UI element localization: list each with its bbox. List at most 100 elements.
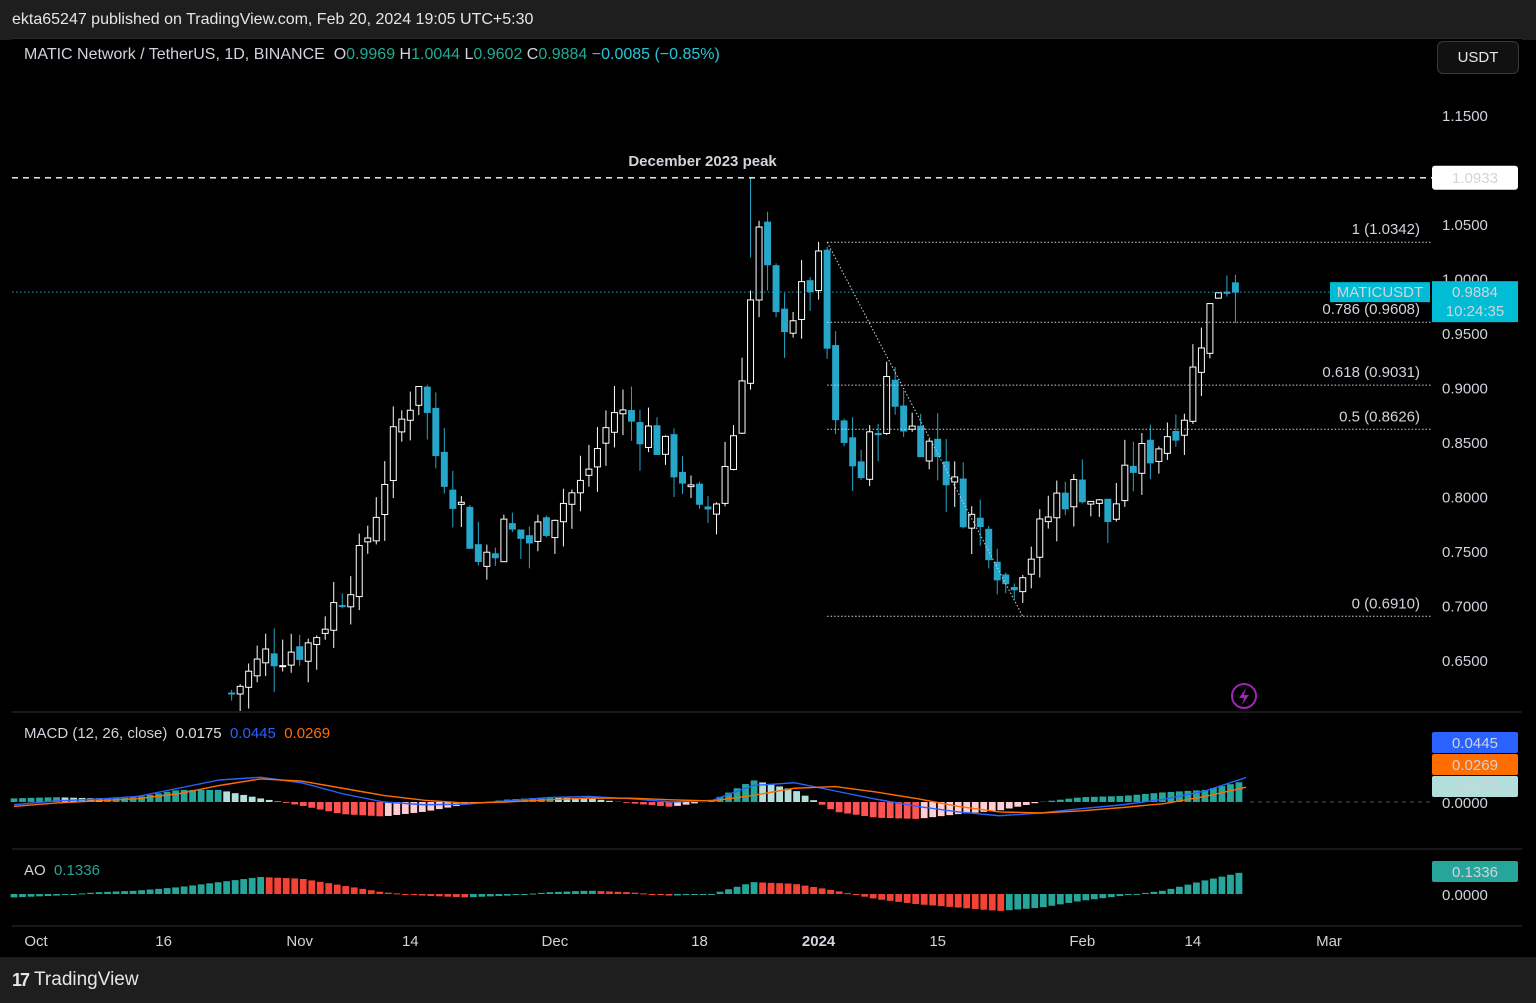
ao-value-badge (1432, 861, 1518, 882)
candle-body (866, 431, 874, 480)
macd-histogram-bar (1099, 796, 1107, 802)
macd-histogram-bar (1141, 793, 1149, 802)
price-tick-label: 0.8000 (1442, 490, 1488, 507)
candle-body (1146, 439, 1154, 464)
candle-body (483, 551, 491, 567)
candle-body (602, 427, 610, 444)
macd-histogram-bar (988, 802, 996, 812)
ao-bar (231, 880, 239, 894)
macd-histogram-bar (640, 802, 647, 805)
candle-body (806, 280, 814, 293)
candle-body (423, 386, 431, 413)
macd-histogram-bar (878, 802, 886, 818)
fib-trend-line (826, 241, 1024, 617)
publisher-text: ekta65247 published on TradingView.com, … (12, 11, 534, 28)
ao-bar (189, 885, 197, 894)
macd-hist-badge-label: 0.0175 (1452, 779, 1498, 796)
candle-body (1078, 479, 1086, 503)
price-tick-label: 1.0500 (1442, 217, 1488, 234)
macd-histogram-bar (1133, 794, 1141, 802)
ao-bar (95, 892, 103, 894)
candle-body (1104, 498, 1112, 522)
ao-value: 0.1336 (54, 862, 100, 879)
macd-histogram-bar (36, 797, 43, 802)
candle-body (1061, 492, 1069, 510)
candle-body (355, 545, 363, 598)
candle-body (457, 501, 465, 505)
macd-histogram-bar (1116, 796, 1124, 802)
candle-body (500, 518, 508, 563)
high-value: 1.0044 (411, 46, 461, 63)
ao-bar (172, 887, 180, 894)
price-tick-label: 1.1500 (1442, 108, 1488, 125)
macd-signal-badge (1432, 754, 1518, 775)
ao-bar (291, 878, 299, 894)
time-axis-label: 16 (155, 933, 172, 950)
ao-bar (1099, 894, 1107, 899)
candle-body (832, 345, 840, 421)
candle-body (585, 468, 593, 476)
ao-bar (359, 888, 367, 894)
candle-body (287, 651, 295, 666)
ao-bar (767, 882, 775, 894)
macd-histogram-bar (572, 797, 579, 802)
macd-histogram-bar (316, 802, 324, 810)
tradingview-logo[interactable]: 17 TradingView (12, 969, 139, 991)
candle-body (653, 425, 661, 455)
tradingview-brand: TradingView (34, 969, 139, 990)
candle-body (1036, 518, 1044, 558)
ao-bar (1031, 894, 1039, 909)
currency-button[interactable]: USDT (1437, 41, 1519, 74)
candle-body (730, 435, 738, 470)
ao-bar (716, 891, 724, 894)
candle-body (942, 461, 950, 486)
macd-histogram-bar (19, 798, 26, 802)
candle-body (1180, 419, 1188, 436)
ao-bar (1048, 894, 1056, 906)
ao-title: AO (24, 862, 46, 879)
macd-histogram-bar (682, 802, 690, 805)
macd-histogram-bar (393, 802, 401, 815)
ao-bar (155, 888, 163, 894)
candle-body (262, 648, 270, 664)
macd-signal-value: 0.0269 (284, 725, 331, 742)
ao-bar (104, 891, 111, 894)
ao-bar (1014, 894, 1022, 910)
ao-bar (435, 894, 443, 897)
ao-bar (112, 891, 120, 894)
macd-histogram-bar (844, 802, 852, 814)
macd-histogram-bar (265, 799, 273, 802)
macd-histogram-bar (1031, 802, 1039, 804)
macd-histogram-bar (895, 802, 903, 819)
macd-histogram-bar (27, 797, 35, 802)
ao-bar (631, 892, 639, 894)
candle-body (1010, 587, 1018, 591)
ao-bar (469, 894, 477, 898)
low-value: 0.9602 (473, 46, 523, 63)
ao-bar (640, 893, 647, 895)
macd-histogram-bar (1082, 797, 1090, 802)
candle-body (1112, 503, 1120, 520)
macd-histogram-bar (146, 794, 154, 802)
macd-histogram-bar (759, 782, 766, 802)
ao-bar (206, 883, 214, 894)
chart-frame[interactable] (12, 38, 1522, 957)
candle-body (627, 410, 635, 422)
ao-bar (929, 894, 937, 906)
ao-bar (520, 894, 528, 895)
candle-body (662, 435, 669, 455)
macd-histogram-bar (784, 788, 792, 802)
price-tick-label: 0.9000 (1442, 381, 1488, 398)
candle-body (713, 503, 721, 515)
ao-bar (384, 892, 392, 894)
macd-histogram-bar (1150, 793, 1158, 802)
lightning-icon (1231, 683, 1257, 709)
candle-body (883, 376, 891, 434)
ao-bar (895, 894, 903, 902)
ao-bar (810, 887, 818, 894)
ao-bar (197, 884, 205, 894)
candle-body (1019, 577, 1027, 593)
ao-bar (674, 894, 681, 896)
ao-bar (1133, 893, 1141, 895)
